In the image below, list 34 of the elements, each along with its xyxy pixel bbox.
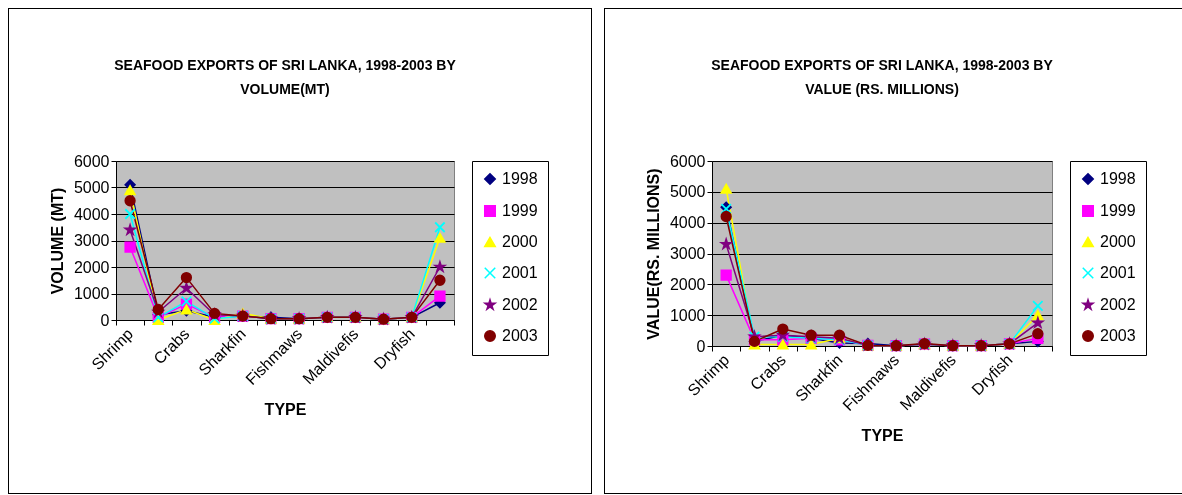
y-tick-label: 1000 [669, 306, 706, 324]
text: SEAFOOD EXPORTS OF SRI LANKA, 1998-2003 BY [114, 57, 456, 73]
text: VOLUME(MT) [240, 81, 330, 97]
text: SEAFOOD EXPORTS OF SRI LANKA, 1998-2003 BY [711, 57, 1053, 73]
legend-label: 1998 [502, 170, 538, 187]
y-tick-label: 5000 [73, 179, 110, 196]
y-tick-label: 4000 [669, 214, 706, 232]
y-axis-title: VOLUME (MT) [48, 187, 66, 295]
x-axis-title: TYPE [264, 401, 307, 419]
legend-label: 2001 [1100, 264, 1136, 281]
y-tick-label: 3000 [73, 232, 110, 249]
legend-label: 2003 [502, 327, 538, 344]
y-tick-label: 1000 [73, 285, 110, 302]
y-tick-label: 0 [100, 311, 110, 329]
legend-label: 1999 [502, 202, 538, 219]
legend-label: 1998 [1100, 170, 1136, 187]
legend-label: 2001 [502, 264, 538, 281]
y-tick-label: 2000 [669, 275, 706, 293]
legend-label: 2002 [1100, 296, 1136, 313]
legend-label: 2000 [502, 233, 538, 250]
y-tick-label: 3000 [669, 245, 706, 262]
y-tick-label: 4000 [73, 205, 110, 223]
y-tick-label: 6000 [73, 152, 110, 170]
legend-label: 1999 [1100, 202, 1136, 219]
y-tick-label: 5000 [669, 183, 706, 201]
y-tick-label: 2000 [73, 258, 110, 276]
text: VALUE (RS. MILLIONS) [805, 81, 959, 97]
legend-label: 2000 [1100, 233, 1136, 250]
y-tick-label: 6000 [669, 152, 706, 170]
y-tick-label: 0 [696, 337, 706, 355]
x-axis-title: TYPE [861, 427, 904, 445]
y-axis-title: VALUE(RS. MILLIONS) [644, 168, 662, 340]
legend-label: 2002 [502, 296, 538, 313]
legend-label: 2003 [1100, 327, 1136, 344]
